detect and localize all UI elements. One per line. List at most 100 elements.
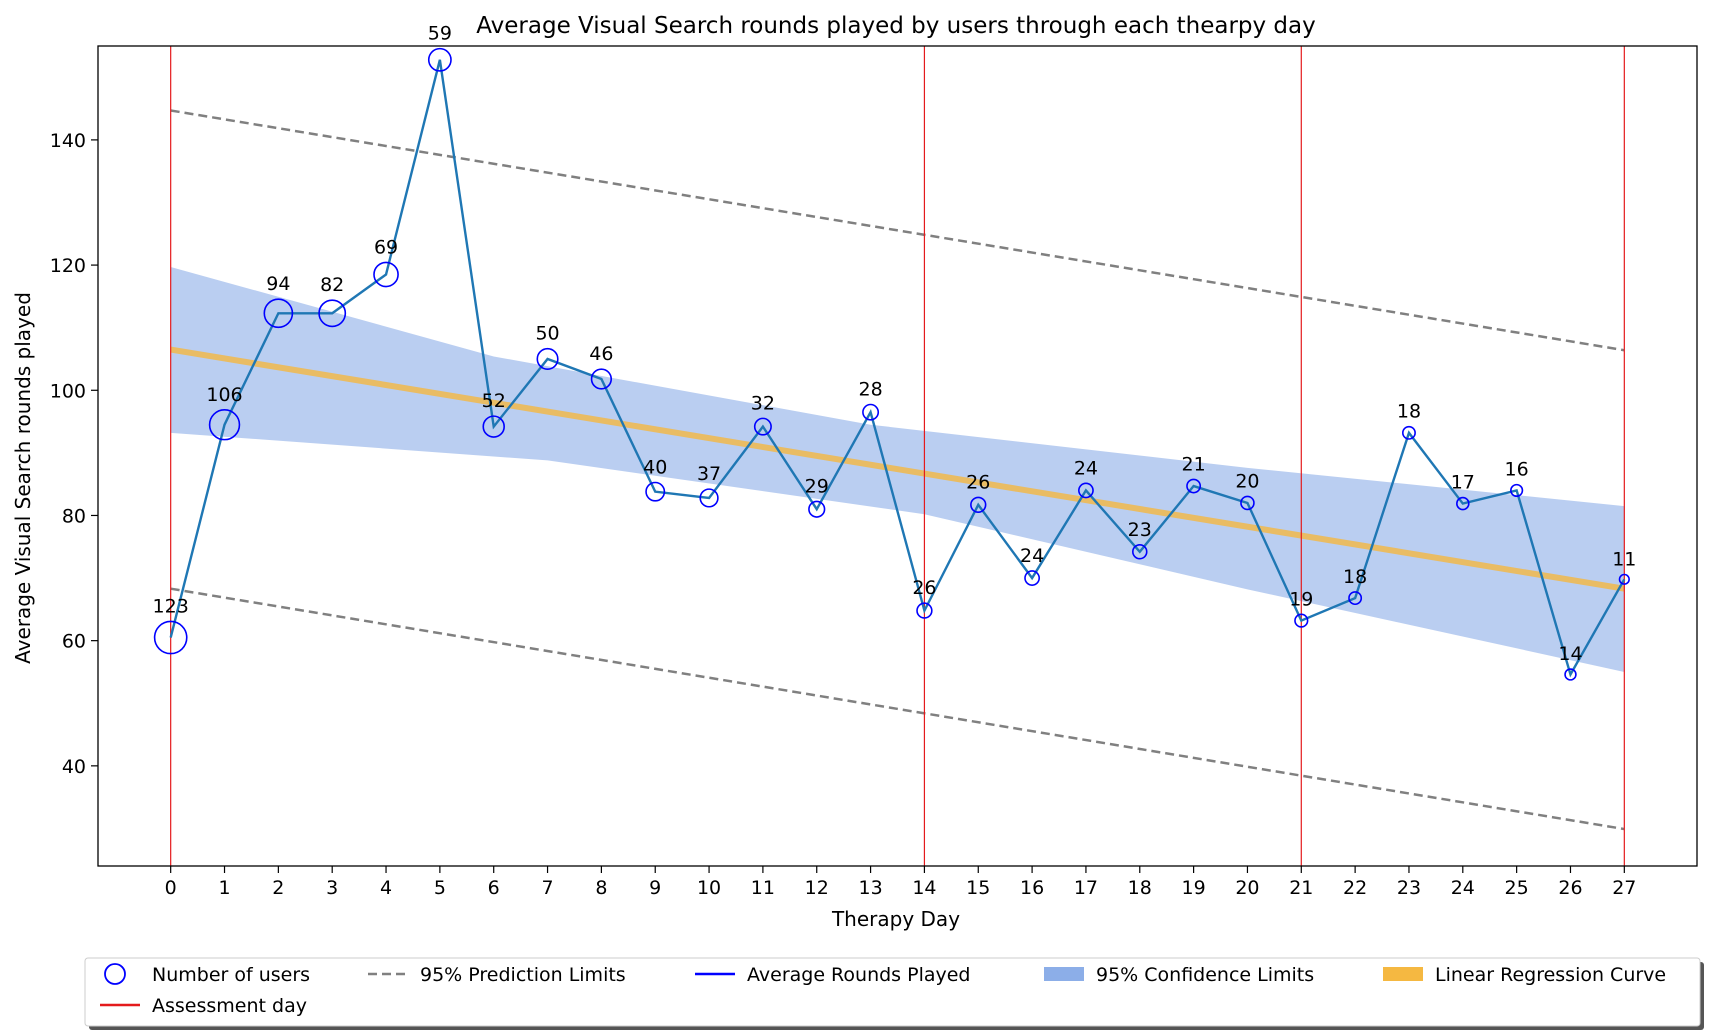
user-count-label: 123: [153, 595, 189, 617]
user-count-label: 18: [1397, 401, 1421, 423]
user-count-label: 24: [1020, 545, 1044, 567]
user-count-label: 94: [266, 273, 290, 295]
user-count-marker: [1348, 591, 1363, 606]
x-axis-label: Therapy Day: [831, 907, 960, 931]
user-count-marker: [808, 500, 826, 518]
user-count-label: 20: [1235, 470, 1259, 492]
x-tick-label: 0: [165, 877, 177, 899]
user-count-marker: [645, 481, 666, 502]
user-count-label: 18: [1343, 566, 1367, 588]
x-tick-label: 21: [1289, 877, 1313, 899]
user-count-marker: [1240, 495, 1255, 511]
legend-label-assessment: Assessment day: [152, 995, 307, 1017]
x-tick-label: 3: [326, 877, 338, 899]
legend-box: [84, 957, 1701, 1027]
user-count-marker: [970, 496, 987, 514]
prediction-limit-lower: [170, 587, 1625, 831]
prediction-limit-upper: [170, 109, 1625, 352]
user-count-marker: [373, 261, 399, 288]
x-tick-label: 12: [805, 877, 829, 899]
x-tick-label: 19: [1182, 877, 1206, 899]
y-axis-label: Average Visual Search rounds played: [11, 292, 35, 664]
user-count-marker: [862, 403, 880, 421]
user-count-label: 52: [482, 390, 506, 412]
user-count-label: 40: [643, 457, 667, 479]
user-count-label: 50: [535, 323, 559, 345]
user-count-label: 17: [1451, 472, 1475, 494]
user-count-marker: [263, 298, 294, 329]
user-count-marker: [1078, 482, 1094, 499]
user-count-label: 69: [374, 236, 398, 258]
average-rounds-line: [169, 59, 1626, 678]
legend-users-symbol: [104, 963, 126, 985]
legend-label-confidence: 95% Confidence Limits: [1096, 964, 1314, 986]
user-count-marker: [1294, 613, 1309, 628]
x-tick-label: 7: [542, 877, 554, 899]
y-tick-label: 140: [50, 130, 86, 152]
x-tick-label: 22: [1343, 877, 1367, 899]
user-count-label: 37: [697, 463, 721, 485]
user-count-label: 16: [1505, 459, 1529, 481]
y-tick-label: 60: [62, 631, 86, 653]
user-count-marker: [753, 417, 772, 436]
x-tick-label: 24: [1451, 877, 1475, 899]
user-count-label: 14: [1558, 643, 1582, 665]
user-count-marker: [482, 415, 505, 438]
user-count-label: 11: [1612, 549, 1636, 571]
plot-frame: [97, 45, 1698, 867]
x-tick-label: 11: [751, 877, 775, 899]
user-count-marker: [1510, 483, 1524, 498]
x-tick-label: 13: [858, 877, 882, 899]
user-count-marker: [318, 299, 347, 328]
legend: Number of users 95% Prediction Limits Aver…: [84, 957, 1704, 1030]
x-tick-label: 25: [1505, 877, 1529, 899]
user-count-label: 23: [1128, 519, 1152, 541]
x-tick-label: 5: [434, 877, 446, 899]
chart-title: Average Visual Search rounds played by u…: [476, 13, 1315, 39]
user-count-marker: [536, 347, 559, 371]
user-count-label: 29: [805, 475, 829, 497]
user-count-marker: [208, 408, 241, 441]
legend-label-regression: Linear Regression Curve: [1435, 964, 1666, 986]
user-count-label: 26: [912, 577, 936, 599]
x-tick-label: 20: [1235, 877, 1259, 899]
y-tick-label: 100: [50, 380, 86, 402]
user-count-label: 19: [1289, 588, 1313, 610]
x-tick-label: 9: [649, 877, 661, 899]
x-tick-label: 17: [1074, 877, 1098, 899]
x-tick-label: 6: [488, 877, 500, 899]
x-tick-label: 10: [697, 877, 721, 899]
user-count-marker: [1132, 544, 1148, 560]
user-count-marker: [1402, 425, 1416, 440]
user-count-label: 59: [428, 23, 452, 45]
user-count-marker: [1618, 573, 1630, 585]
regression-line: [170, 346, 1625, 592]
user-count-marker: [1024, 570, 1040, 586]
user-count-label: 46: [589, 343, 613, 365]
x-tick-label: 18: [1128, 877, 1152, 899]
x-tick-label: 1: [218, 877, 230, 899]
legend-label-users: Number of users: [152, 964, 310, 986]
user-count-marker: [916, 602, 933, 619]
user-count-label: 28: [858, 379, 882, 401]
x-tick-label: 4: [380, 877, 392, 899]
user-count-marker: [427, 47, 452, 72]
y-tick-label: 120: [50, 255, 86, 277]
user-count-label: 21: [1182, 453, 1206, 475]
x-tick-label: 26: [1558, 877, 1582, 899]
x-tick-label: 16: [1020, 877, 1044, 899]
x-tick-label: 27: [1612, 877, 1636, 899]
x-tick-label: 2: [272, 877, 284, 899]
y-tick-label: 40: [62, 756, 86, 778]
user-count-label: 82: [320, 274, 344, 296]
user-count-marker: [590, 368, 613, 390]
user-count-marker: [1456, 496, 1470, 511]
legend-regression-symbol: [1383, 967, 1423, 981]
user-count-label: 32: [751, 392, 775, 414]
user-count-label: 26: [966, 471, 990, 493]
x-tick-label: 15: [966, 877, 990, 899]
user-count-marker: [699, 488, 719, 508]
x-tick-label: 14: [912, 877, 936, 899]
x-tick-label: 23: [1397, 877, 1421, 899]
